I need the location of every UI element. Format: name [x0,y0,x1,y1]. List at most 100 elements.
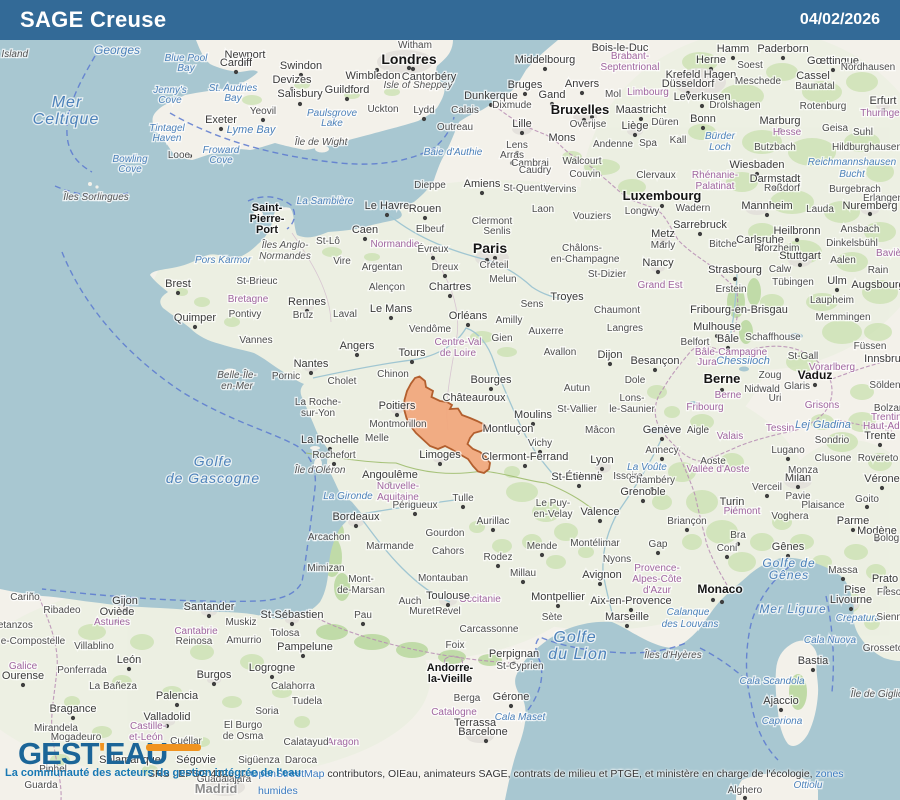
map-label: Rouen [409,203,441,215]
map-label: Trentin- [871,412,900,423]
map-label: Looe [168,150,191,161]
map-label: Thuringe [860,108,900,119]
map-label: Muskiz [225,617,256,628]
map-label: Gênes [769,568,809,582]
map-label: Uckton [367,104,398,115]
map-label: Vendôme [409,324,452,335]
map-label: Belfort [681,337,710,348]
city-dot [483,738,489,744]
map-label: Celtique [33,111,100,128]
city-dot [735,541,741,547]
map-label: Jura [697,357,717,368]
city-dot [628,607,634,613]
map-label: Bonn [690,113,716,125]
map-label: Crepatura [836,613,881,624]
city-dot [233,69,239,75]
city-dot [597,581,603,587]
map-label: Hagen [704,69,736,81]
map-viewport[interactable]: Mer Celtique Golfe de Gascogne Golfe du Lion G… [0,40,900,800]
map-label: Dinkelsbühl [826,238,878,249]
map-label: Barcelone [458,726,508,738]
map-label: Grisons [805,400,839,411]
map-label: Muret [409,606,435,617]
city-dot [632,132,638,138]
sage-perimeter[interactable] [403,375,491,474]
map-label: Baunatal [795,81,834,92]
city-dot [599,466,605,472]
map-label: Fribourg [686,402,723,413]
map-label: Auxerre [528,326,563,337]
osm-link[interactable]: OpenStreetMap [250,768,325,780]
map-label: Aurillac [477,516,510,527]
map-label: Lake [321,118,343,129]
map-label: Bruz [293,310,314,321]
map-label: St-Gall [788,351,819,362]
map-label: Bâle-Campagne [695,347,768,358]
map-label: Galice [9,661,38,672]
map-label: Langres [607,323,643,334]
urban-layer [117,68,890,796]
map-label: Lauda [806,204,834,215]
map-label: Bruxelles [551,102,610,117]
city-dot [754,171,760,177]
map-label: Schaffhouse [745,332,801,343]
map-label: t Island [0,49,29,60]
zones-humides-link[interactable]: zones [815,768,844,780]
map-label: Stuttgart [779,250,821,262]
map-label: Mer [52,94,83,111]
map-label: Roßdorf [764,183,800,194]
map-label: Dreux [432,262,459,273]
map-label: Baie d'Authie [424,147,483,158]
map-label: Aragon [327,737,359,748]
map-label: Alpes-Côte [632,574,682,585]
city-dot [655,550,661,556]
map-label: Pors Karmor [195,255,252,266]
map-label: Madrid [195,781,238,796]
city-dot [785,456,791,462]
map-label: Ottiolu [794,780,823,791]
map-label: Bastia [798,655,829,667]
city-dot [764,493,770,499]
gesteau-logo[interactable]: GEST'EAU [18,738,168,769]
city-dot [840,576,846,582]
map-label: Mulhouse [693,321,741,333]
map-label: Chessiloch [716,355,770,367]
map-label: Bretagne [228,294,269,305]
map-label: Tudela [292,696,323,707]
city-dot [384,212,390,218]
city-dot [834,287,840,293]
map-label: Rodez [484,552,513,563]
city-dot [655,269,661,275]
city-dot [465,322,471,328]
map-label: Erfurt [870,95,897,107]
map-label: Fiesole [877,587,900,598]
map-label: Kall [670,135,687,146]
map-label: Bordeaux [332,511,380,523]
map-label: Tolosa [271,628,300,639]
city-dot [732,276,738,282]
map-label: Oviède [100,606,135,618]
city-dot [114,618,120,624]
city-dot [508,703,514,709]
city-dot [719,387,725,393]
city-dot [300,653,306,659]
map-label: Golfe de [762,556,815,570]
map-label: Laupheim [810,295,854,306]
map-label: La Rochelle [301,434,359,446]
city-dot [218,126,224,132]
map-label: Lyon [590,454,613,466]
map-label: Sigüenza [238,755,280,766]
map-label: Glaris [784,381,810,392]
map-label: Loch [709,142,731,153]
city-dot [519,130,525,136]
map-label: Lej Gladina [795,419,851,431]
city-dot [685,90,691,96]
map-label: Rhénanie- [692,170,738,181]
map-label: Grand Est [637,280,682,291]
map-label: Montauban [418,573,468,584]
zones-humides-link-line2[interactable]: humides [258,785,298,797]
map-label: Salisbury [277,88,323,100]
map-label: Rennes [288,296,326,308]
map-label: Cahors [432,546,464,557]
